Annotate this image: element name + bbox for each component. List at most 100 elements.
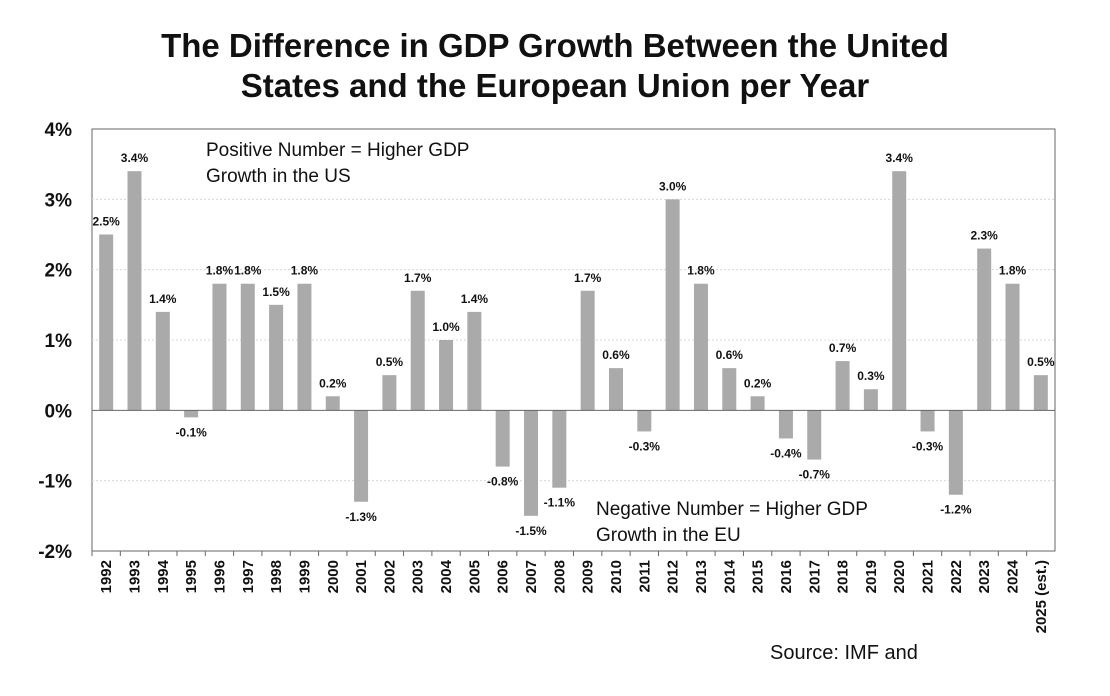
bars [99, 171, 1048, 516]
bar-2022 [948, 410, 963, 495]
data-label-2014: 0.6% [716, 348, 744, 362]
bar-2011 [637, 410, 652, 432]
data-label-1999: 1.8% [291, 264, 319, 278]
x-axis-ticks: 1992 1993 1994 1995 1996 1997 1998 1999 2000 2001… [91, 551, 1050, 633]
data-label-2023: 2.3% [971, 229, 999, 243]
bar-1999 [297, 283, 312, 411]
data-label-1992: 2.5% [92, 215, 120, 229]
y-axis-ticks: 4% 3% 2% 1% 0% -1% -2% [38, 120, 72, 563]
bar-2007 [524, 410, 539, 516]
data-label-2012: 3.0% [659, 179, 687, 193]
bar-2010 [608, 368, 623, 411]
x-tick-label-2014: 2014 [721, 559, 738, 593]
x-tick-label-2008: 2008 [551, 560, 568, 593]
data-label-2022: -1.2% [940, 503, 972, 517]
bar-2019 [863, 389, 878, 411]
bar-1997 [240, 283, 255, 411]
data-label-2021: -0.3% [912, 439, 944, 453]
data-label-2005: 1.4% [461, 292, 489, 306]
y-tick-label: -2% [38, 542, 72, 563]
x-tick-label-1993: 1993 [126, 560, 143, 593]
bar-2018 [835, 361, 850, 411]
y-tick-label: 1% [45, 331, 73, 352]
data-label-2011: -0.3% [629, 439, 661, 453]
chart-title-line-1: The Difference in GDP Growth Between the… [161, 27, 949, 64]
data-label-1993: 3.4% [121, 151, 149, 165]
bar-2012 [665, 199, 680, 411]
data-label-2000: 0.2% [319, 376, 347, 390]
x-tick-label-2006: 2006 [495, 560, 512, 593]
bar-2001 [354, 410, 369, 502]
data-label-2007: -1.5% [515, 524, 547, 538]
x-tick-label-2018: 2018 [835, 560, 852, 593]
x-tick-label-2009: 2009 [580, 560, 597, 593]
bar-2017 [807, 410, 822, 460]
y-tick-label: 2% [45, 261, 73, 282]
x-tick-label-2015: 2015 [750, 560, 767, 593]
x-tick-label-1996: 1996 [211, 560, 228, 593]
bar-2025 (est.) [1033, 375, 1048, 411]
bar-2004 [439, 340, 454, 411]
x-tick-label-2013: 2013 [693, 560, 710, 593]
x-tick-label-2001: 2001 [353, 560, 370, 593]
bar-2015 [750, 396, 765, 411]
data-label-2018: 0.7% [829, 341, 857, 355]
bar-2014 [722, 368, 737, 411]
x-tick-label-2000: 2000 [325, 560, 342, 593]
data-label-1995: -0.1% [175, 425, 207, 439]
y-tick-label: 0% [45, 401, 73, 422]
data-label-2004: 1.0% [432, 320, 460, 334]
x-tick-label-1992: 1992 [98, 560, 115, 593]
bar-1995 [184, 410, 199, 418]
data-label-2009: 1.7% [574, 271, 602, 285]
y-tick-label: -1% [38, 472, 72, 493]
data-label-2019: 0.3% [857, 369, 885, 383]
x-tick-label-2011: 2011 [636, 560, 653, 593]
data-label-2020: 3.4% [886, 151, 914, 165]
y-tick-label: 3% [45, 190, 73, 211]
x-tick-label-1997: 1997 [240, 560, 257, 593]
x-tick-label-2019: 2019 [863, 560, 880, 593]
negative-annotation-line-1: Negative Number = Higher GDP [596, 499, 868, 520]
data-label-2013: 1.8% [687, 264, 715, 278]
chart-title-line-2: States and the European Union per Year [240, 67, 870, 104]
bar-2020 [892, 171, 907, 411]
data-label-1996: 1.8% [206, 264, 234, 278]
bar-2021 [920, 410, 935, 432]
data-label-1994: 1.4% [149, 292, 177, 306]
x-tick-label-2023: 2023 [976, 560, 993, 593]
x-tick-label-2004: 2004 [438, 559, 455, 593]
data-label-2003: 1.7% [404, 271, 432, 285]
data-label-1998: 1.5% [262, 285, 290, 299]
bar-2000 [325, 396, 340, 411]
x-tick-label-2005: 2005 [466, 560, 483, 593]
bar-2024 [1005, 283, 1020, 411]
bar-2002 [382, 375, 397, 411]
x-tick-label-2022: 2022 [948, 560, 965, 593]
x-tick-label-1998: 1998 [268, 560, 285, 593]
x-tick-label-2002: 2002 [381, 560, 398, 593]
x-tick-label-1995: 1995 [183, 560, 200, 593]
data-label-2001: -1.3% [345, 510, 377, 524]
negative-annotation-line-2: Growth in the EU [596, 525, 741, 546]
data-label-1997: 1.8% [234, 264, 262, 278]
bar-1993 [127, 171, 142, 411]
bar-2006 [495, 410, 510, 467]
bar-2016 [778, 410, 793, 439]
bar-2005 [467, 311, 482, 411]
x-tick-label-2010: 2010 [608, 560, 625, 593]
x-tick-label-2007: 2007 [523, 560, 540, 593]
bar-2013 [693, 283, 708, 411]
bar-1992 [99, 234, 114, 411]
x-tick-label-2003: 2003 [410, 560, 427, 593]
x-tick-label-2024: 2024 [1005, 559, 1022, 593]
bar-1998 [269, 304, 284, 411]
source-note: Source: IMF and [770, 642, 918, 664]
data-label-2015: 0.2% [744, 376, 772, 390]
bar-1996 [212, 283, 227, 411]
data-label-2010: 0.6% [602, 348, 630, 362]
data-label-2024: 1.8% [999, 264, 1027, 278]
x-tick-label-1999: 1999 [296, 560, 313, 593]
data-label-2017: -0.7% [799, 468, 831, 482]
